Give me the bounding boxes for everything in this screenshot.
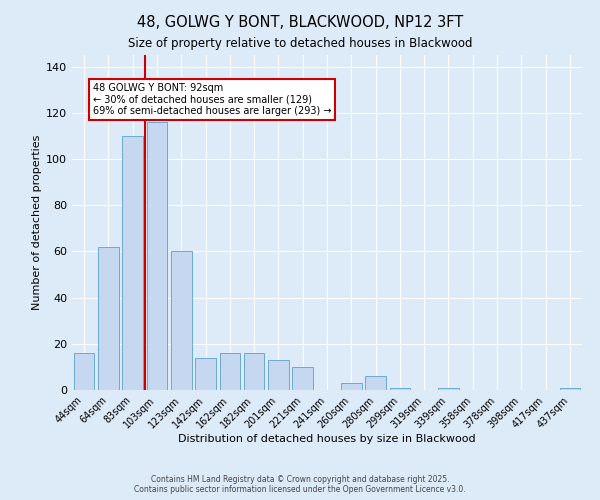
Bar <box>438 388 459 390</box>
Bar <box>341 383 362 390</box>
Bar <box>74 353 94 390</box>
Bar <box>171 252 191 390</box>
Bar <box>389 388 410 390</box>
Y-axis label: Number of detached properties: Number of detached properties <box>32 135 42 310</box>
Bar <box>268 360 289 390</box>
Bar <box>98 247 119 390</box>
Bar <box>560 388 580 390</box>
Bar <box>146 122 167 390</box>
Bar <box>244 353 265 390</box>
Bar <box>365 376 386 390</box>
X-axis label: Distribution of detached houses by size in Blackwood: Distribution of detached houses by size … <box>178 434 476 444</box>
Text: 48 GOLWG Y BONT: 92sqm
← 30% of detached houses are smaller (129)
69% of semi-de: 48 GOLWG Y BONT: 92sqm ← 30% of detached… <box>92 82 331 116</box>
Text: Contains HM Land Registry data © Crown copyright and database right 2025.
Contai: Contains HM Land Registry data © Crown c… <box>134 474 466 494</box>
Text: 48, GOLWG Y BONT, BLACKWOOD, NP12 3FT: 48, GOLWG Y BONT, BLACKWOOD, NP12 3FT <box>137 15 463 30</box>
Bar <box>122 136 143 390</box>
Bar <box>195 358 216 390</box>
Bar <box>220 353 240 390</box>
Text: Size of property relative to detached houses in Blackwood: Size of property relative to detached ho… <box>128 38 472 51</box>
Bar <box>292 367 313 390</box>
